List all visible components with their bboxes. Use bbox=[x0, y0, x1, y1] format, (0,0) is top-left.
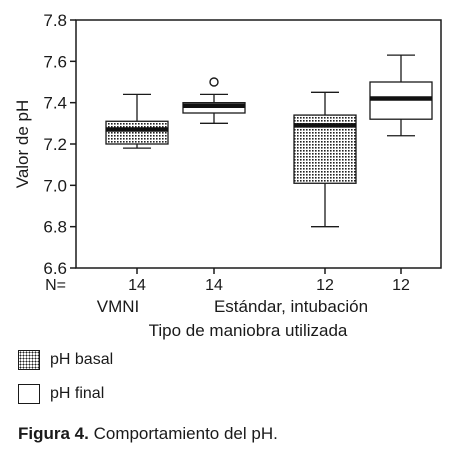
legend-item-basal: pH basal bbox=[18, 350, 113, 370]
y-tick-label: 7.2 bbox=[43, 135, 67, 154]
y-tick-label: 7.4 bbox=[43, 94, 67, 113]
y-tick-label: 6.8 bbox=[43, 218, 67, 237]
figure-caption: Figura 4. Comportamiento del pH. bbox=[18, 424, 278, 444]
n-count-label: 14 bbox=[205, 277, 223, 294]
legend-swatch-final bbox=[18, 384, 40, 404]
x-axis-label: Tipo de maniobra utilizada bbox=[149, 321, 348, 340]
legend-item-final: pH final bbox=[18, 384, 104, 404]
legend-label-final: pH final bbox=[50, 385, 105, 402]
y-tick-label: 6.6 bbox=[43, 259, 67, 278]
legend-label-basal: pH basal bbox=[50, 351, 114, 368]
legend-swatch-basal bbox=[18, 350, 40, 370]
caption-text: Comportamiento del pH. bbox=[88, 424, 278, 443]
n-count-label: 14 bbox=[128, 277, 146, 294]
y-axis-label: Valor de pH bbox=[13, 100, 32, 189]
y-tick-label: 7.8 bbox=[43, 11, 67, 30]
n-count-label: 12 bbox=[392, 277, 410, 294]
n-count-label: 12 bbox=[316, 277, 334, 294]
y-tick-label: 7.0 bbox=[43, 176, 67, 195]
outlier-point bbox=[209, 77, 219, 87]
n-prefix-label: N= bbox=[45, 277, 66, 294]
boxplot-chart: 6.6 6.8 7.0 7.2 7.4 7.6 7.8 Valor de pH 14 14 12 12… bbox=[13, 11, 442, 340]
group-label-vmni: VMNI bbox=[97, 297, 140, 316]
y-tick-label: 7.6 bbox=[43, 52, 67, 71]
caption-label: Figura 4. bbox=[18, 424, 89, 443]
box bbox=[105, 120, 169, 145]
group-label-estandar: Estándar, intubación bbox=[214, 297, 368, 316]
